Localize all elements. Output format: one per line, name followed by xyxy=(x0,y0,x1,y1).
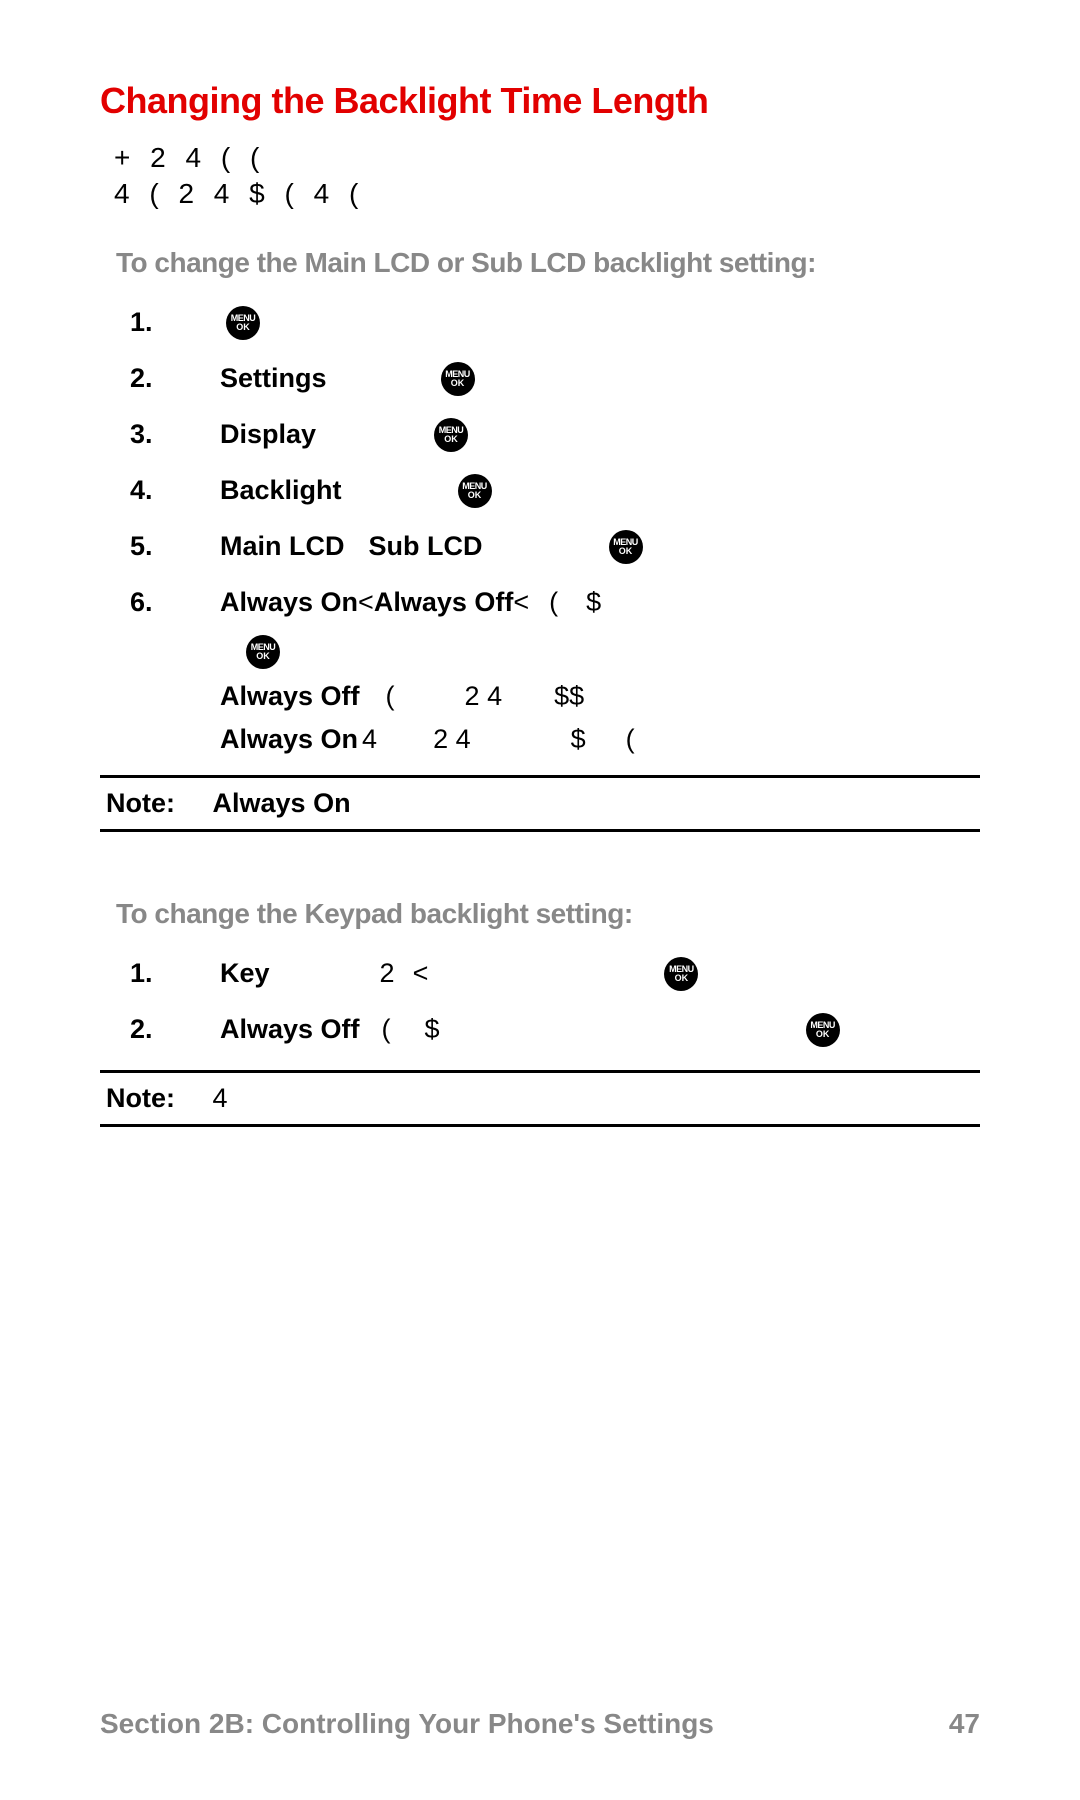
step-content: Always Off ( $ MENUOK xyxy=(220,1013,846,1047)
step-text: 4 xyxy=(362,724,377,755)
footer-section-label: Section 2B: Controlling Your Phone's Set… xyxy=(100,1708,714,1740)
step-text: $$ xyxy=(554,681,584,712)
menu-ok-icon: MENUOK xyxy=(806,1013,840,1047)
step-row: 3.Display MENUOK xyxy=(130,415,980,455)
note-label: Note: xyxy=(106,788,175,818)
divider xyxy=(100,829,980,832)
step-number: 1. xyxy=(130,958,220,989)
step-text: $ xyxy=(425,1014,440,1045)
step-bold-text: Main LCD xyxy=(220,531,345,562)
section-1-extra-lines: Always Off (2 4 $$ Always On4 2 4 $ ( xyxy=(100,681,980,755)
menu-ok-icon: MENUOK xyxy=(246,635,280,669)
garble-line-2: 4 ( 2 4 $ ( 4 ( xyxy=(114,176,980,212)
menu-ok-icon: MENUOK xyxy=(441,362,475,396)
step-bold-text: Sub LCD xyxy=(369,531,483,562)
section-1-heading: To change the Main LCD or Sub LCD backli… xyxy=(116,247,980,279)
page: Changing the Backlight Time Length + 2 4… xyxy=(0,0,1080,1800)
step-row: 1.Key 2 < MENUOK xyxy=(130,954,980,994)
step-bold-text: Always On xyxy=(220,724,358,755)
step-text: 2 xyxy=(380,958,395,989)
menu-ok-icon: MENUOK xyxy=(458,474,492,508)
step-row: 6.Always On<Always Off<($ xyxy=(130,583,980,623)
section-2-heading: To change the Keypad backlight setting: xyxy=(116,898,980,930)
step-text: < xyxy=(513,587,529,618)
step-text: $ xyxy=(586,587,601,618)
menu-ok-icon: MENUOK xyxy=(434,418,468,452)
step-number: 4. xyxy=(130,475,220,506)
section-2-steps: 1.Key 2 < MENUOK 2.Always Off ( $ MENUOK xyxy=(100,954,980,1050)
section-1-steps: 1.MENUOK2.SettingsMENUOK3.DisplayMENUOK4… xyxy=(100,303,980,623)
menu-ok-icon: MENUOK xyxy=(609,530,643,564)
step-number: 2. xyxy=(130,363,220,394)
note-2: Note: 4 xyxy=(100,1083,980,1114)
step-content: Always On<Always Off<($ xyxy=(220,587,601,618)
step-number: 2. xyxy=(130,1014,220,1045)
step-row: 2.Always Off ( $ MENUOK xyxy=(130,1010,980,1050)
step-text: < xyxy=(413,958,429,989)
note-text: 4 xyxy=(213,1083,228,1113)
footer-page-number: 47 xyxy=(949,1708,980,1740)
step-content: Backlight MENUOK xyxy=(220,474,498,508)
step-row: 5.Main LCD Sub LCD MENUOK xyxy=(130,527,980,567)
step-row: 1.MENUOK xyxy=(130,303,980,343)
step-number: 1. xyxy=(130,307,220,338)
step-text: ( xyxy=(382,1014,391,1045)
step-bold-text: Display xyxy=(220,419,316,450)
step-bold-text: Always Off xyxy=(220,1014,360,1045)
step-extra-line: Always On4 2 4 $ ( xyxy=(100,724,980,755)
step-content: MENUOK xyxy=(220,306,266,340)
step-extra-line: Always Off (2 4 $$ xyxy=(100,681,980,712)
note-text: Always On xyxy=(213,788,351,818)
step-6-icon-row: MENUOK xyxy=(100,635,980,669)
page-title: Changing the Backlight Time Length xyxy=(100,80,980,122)
menu-ok-icon: MENUOK xyxy=(226,306,260,340)
step-bold-text: Backlight xyxy=(220,475,342,506)
step-bold-text: Key xyxy=(220,958,270,989)
step-content: Display MENUOK xyxy=(220,418,474,452)
note-1: Note: Always On xyxy=(100,788,980,819)
step-bold-text: Always On xyxy=(220,587,358,618)
intro-garbled-text: + 2 4 ( ( 4 ( 2 4 $ ( 4 ( xyxy=(100,140,980,213)
step-row: 2.Settings MENUOK xyxy=(130,359,980,399)
divider xyxy=(100,1070,980,1073)
step-row: 4.Backlight MENUOK xyxy=(130,471,980,511)
divider xyxy=(100,1124,980,1127)
step-content: Key 2 < MENUOK xyxy=(220,957,704,991)
step-number: 3. xyxy=(130,419,220,450)
step-text: ( xyxy=(549,587,558,618)
step-text: ( xyxy=(386,681,395,712)
step-content: Settings MENUOK xyxy=(220,362,481,396)
garble-line-1: + 2 4 ( ( xyxy=(114,140,980,176)
step-text: 2 4 xyxy=(465,681,503,712)
step-text: $ xyxy=(571,724,586,755)
step-content: Main LCD Sub LCD MENUOK xyxy=(220,530,649,564)
note-label: Note: xyxy=(106,1083,175,1113)
step-number: 5. xyxy=(130,531,220,562)
step-text: ( xyxy=(626,724,635,755)
menu-ok-icon: MENUOK xyxy=(664,957,698,991)
step-number: 6. xyxy=(130,587,220,618)
step-bold-text: Settings xyxy=(220,363,327,394)
step-text: 2 4 xyxy=(433,724,471,755)
divider xyxy=(100,775,980,778)
step-text: < xyxy=(358,587,374,618)
page-footer: Section 2B: Controlling Your Phone's Set… xyxy=(100,1708,980,1740)
step-bold-text: Always Off xyxy=(220,681,360,712)
step-bold-text: Always Off xyxy=(374,587,514,618)
